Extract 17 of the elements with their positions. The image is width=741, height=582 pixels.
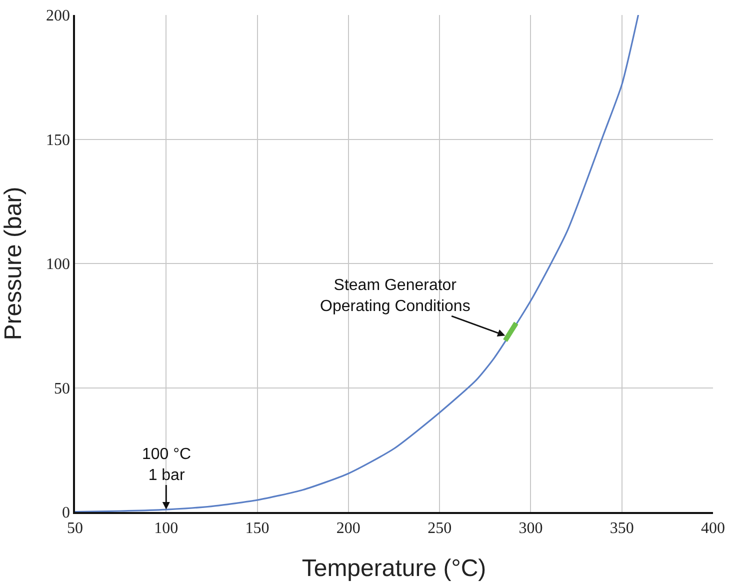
y-tick-label: 150 bbox=[46, 132, 70, 149]
x-axis-title: Temperature (°C) bbox=[302, 555, 486, 582]
annotation: 100 °C 1 bar bbox=[142, 446, 192, 484]
x-tick-label: 350 bbox=[610, 520, 634, 537]
y-tick-label: 50 bbox=[54, 380, 70, 398]
x-tick-label: 300 bbox=[518, 520, 543, 537]
x-tick-label: 150 bbox=[245, 520, 270, 537]
y-axis-title: Pressure (bar) bbox=[0, 186, 27, 340]
x-tick-label: 250 bbox=[428, 520, 452, 537]
x-tick-label: 100 bbox=[154, 520, 178, 537]
y-tick-label: 0 bbox=[62, 504, 70, 522]
x-tick-label: 200 bbox=[336, 520, 360, 537]
x-tick-label: 50 bbox=[67, 520, 83, 537]
y-tick-label: 200 bbox=[46, 8, 70, 25]
x-tick-label: 400 bbox=[701, 520, 725, 537]
y-tick-label: 100 bbox=[46, 256, 70, 274]
annotation: Steam Generator Operating Conditions bbox=[320, 277, 470, 315]
